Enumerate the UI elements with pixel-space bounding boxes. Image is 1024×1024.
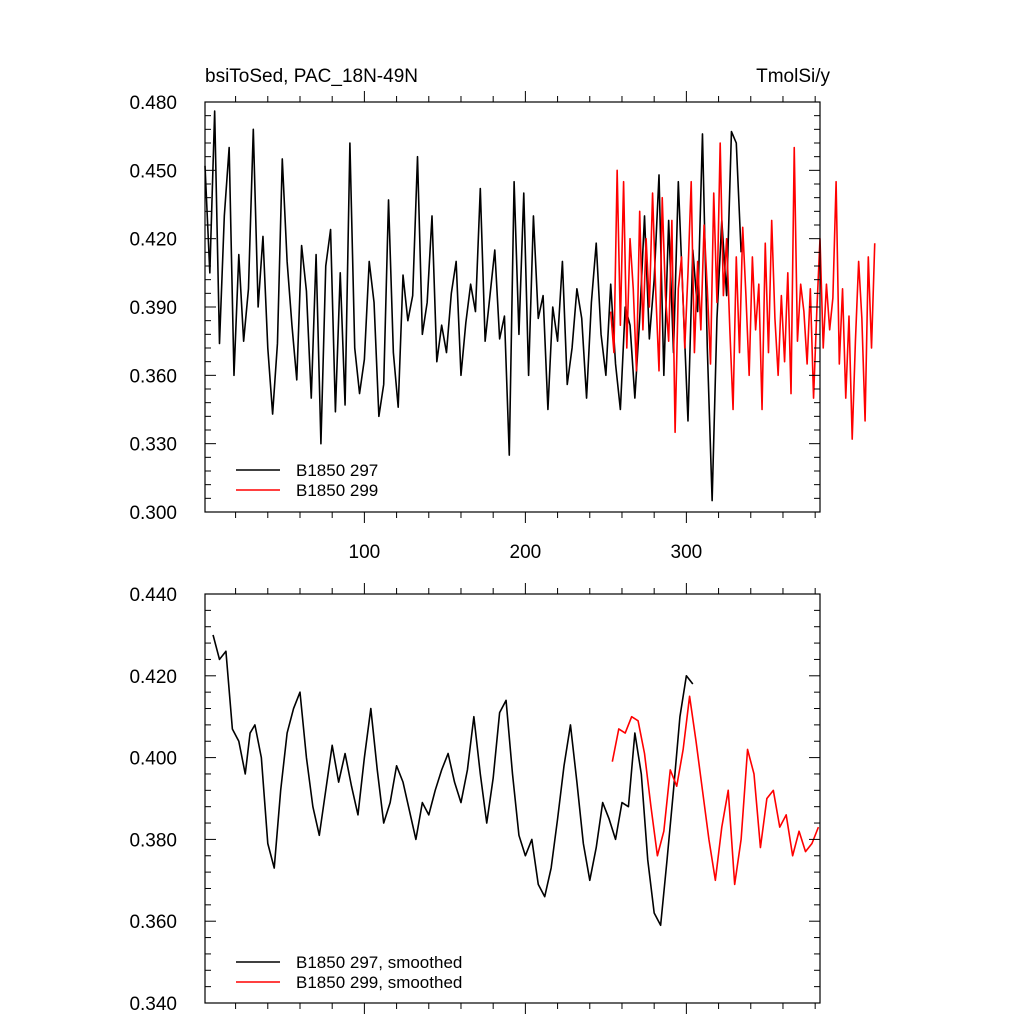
plot-frame bbox=[204, 593, 821, 1004]
legend-label-1: B1850 297 bbox=[296, 461, 378, 480]
y-tick-label: 0.450 bbox=[129, 161, 177, 182]
x-tick-label: 300 bbox=[671, 542, 703, 563]
y-tick-label: 0.300 bbox=[129, 503, 177, 524]
chart-title: bsiToSed, PAC_18N-49N bbox=[205, 66, 418, 87]
y-tick-label: 0.400 bbox=[129, 749, 177, 770]
y-tick-label: 0.330 bbox=[129, 435, 177, 456]
y-tick-label: 0.360 bbox=[129, 912, 177, 933]
y-tick-label: 0.440 bbox=[129, 585, 177, 606]
legend-label-2: B1850 299, smoothed bbox=[296, 973, 462, 992]
x-tick-label: 200 bbox=[510, 542, 542, 563]
series-line-1 bbox=[212, 634, 694, 927]
y-tick-label: 0.480 bbox=[129, 93, 177, 114]
legend-label-2: B1850 299 bbox=[296, 481, 378, 500]
chart-units: TmolSi/y bbox=[756, 66, 830, 87]
smoothed-panel: 0.340 0.360 0.380 0.400 0.420 0.440 B1850 297,… bbox=[129, 583, 821, 1015]
y-tick-label: 0.390 bbox=[129, 298, 177, 319]
series-line-2 bbox=[609, 142, 876, 440]
raw-panel: 0.300 0.330 0.360 0.390 0.420 0.450 0.480 100 20… bbox=[129, 91, 876, 563]
series-line-1 bbox=[204, 110, 742, 502]
x-tick-label: 100 bbox=[349, 542, 381, 563]
y-tick-label: 0.420 bbox=[129, 230, 177, 251]
y-tick-label: 0.360 bbox=[129, 366, 177, 387]
series-line-2 bbox=[611, 695, 820, 886]
legend-label-1: B1850 297, smoothed bbox=[296, 953, 462, 972]
y-tick-label: 0.420 bbox=[129, 667, 177, 688]
y-tick-label: 0.380 bbox=[129, 830, 177, 851]
y-tick-label: 0.340 bbox=[129, 994, 177, 1015]
